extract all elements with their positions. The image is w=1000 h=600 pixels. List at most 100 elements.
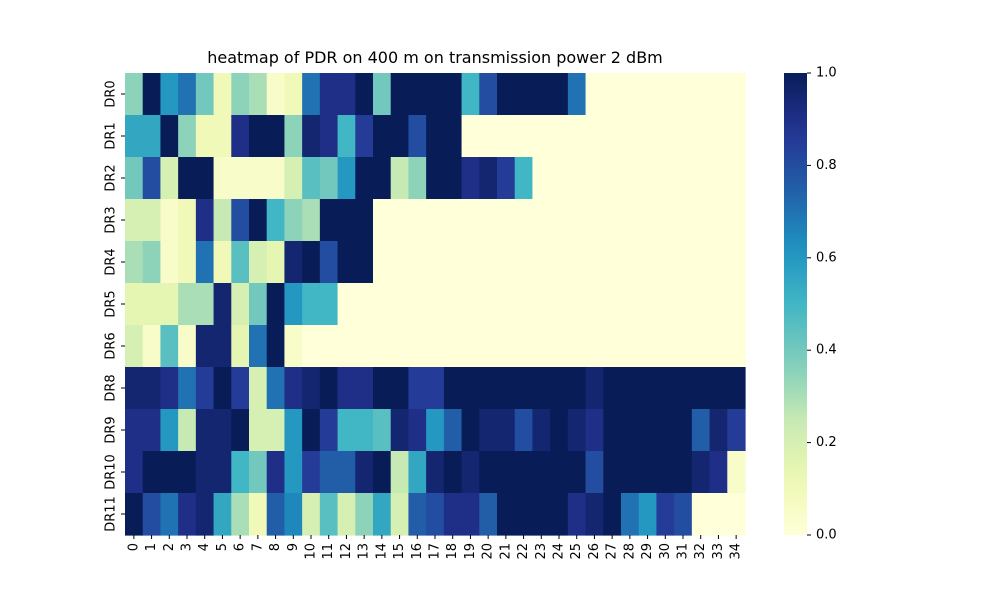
heatmap-cell bbox=[550, 283, 569, 326]
heatmap-cell bbox=[249, 325, 268, 368]
heatmap-cell bbox=[638, 73, 658, 116]
heatmap-cell bbox=[603, 325, 622, 368]
heatmap-cell bbox=[727, 241, 746, 284]
heatmap-cell bbox=[479, 367, 498, 410]
heatmap-cell bbox=[550, 241, 569, 284]
heatmap-cell bbox=[603, 115, 622, 158]
heatmap-cell bbox=[178, 157, 197, 200]
heatmap-cell bbox=[443, 73, 463, 116]
heatmap-cell bbox=[142, 451, 162, 494]
heatmap-cell bbox=[479, 73, 498, 116]
heatmap-cell bbox=[479, 241, 498, 284]
heatmap-cell bbox=[603, 409, 622, 452]
heatmap-cell bbox=[160, 241, 179, 284]
heatmap-cell bbox=[373, 493, 392, 536]
heatmap-cell bbox=[709, 325, 728, 368]
heatmap-cell bbox=[142, 73, 162, 116]
heatmap-cell bbox=[337, 409, 356, 452]
heatmap-cell bbox=[160, 451, 179, 494]
heatmap-cell bbox=[691, 115, 711, 158]
heatmap-cell bbox=[621, 283, 640, 326]
x-tick-label: 24 bbox=[552, 543, 567, 560]
heatmap-cell bbox=[266, 199, 286, 242]
heatmap-cell bbox=[390, 493, 410, 536]
heatmap-cell bbox=[160, 157, 179, 200]
heatmap-cell bbox=[621, 157, 640, 200]
heatmap-cell bbox=[426, 241, 445, 284]
heatmap-cell bbox=[373, 157, 392, 200]
heatmap-cell bbox=[373, 115, 392, 158]
heatmap-cell bbox=[319, 283, 339, 326]
heatmap-cell bbox=[195, 241, 215, 284]
heatmap-cell bbox=[125, 451, 144, 494]
heatmap-cell bbox=[691, 199, 711, 242]
heatmap-cell bbox=[302, 241, 321, 284]
heatmap-cell bbox=[497, 493, 516, 536]
heatmap-cell bbox=[337, 325, 356, 368]
heatmap-cell bbox=[497, 73, 516, 116]
heatmap-cell bbox=[160, 367, 179, 410]
x-tick-label: 33 bbox=[711, 543, 726, 560]
x-tick-label: 22 bbox=[516, 543, 531, 560]
heatmap-cell bbox=[638, 451, 658, 494]
colorbar-tick-label: 0.2 bbox=[816, 435, 837, 450]
x-tick-label: 17 bbox=[428, 543, 443, 560]
heatmap-cell bbox=[142, 241, 162, 284]
heatmap-cell bbox=[178, 283, 197, 326]
heatmap-cell bbox=[231, 367, 250, 410]
heatmap-cell bbox=[195, 493, 215, 536]
heatmap-cell bbox=[142, 157, 162, 200]
x-tick-label: 3 bbox=[180, 543, 195, 551]
heatmap-cell bbox=[567, 241, 587, 284]
heatmap-cell bbox=[479, 115, 498, 158]
heatmap-cell bbox=[656, 157, 675, 200]
heatmap-cell bbox=[213, 283, 232, 326]
heatmap-cell bbox=[656, 409, 675, 452]
colorbar-tick-label: 0.4 bbox=[816, 343, 837, 358]
heatmap-cell bbox=[550, 73, 569, 116]
heatmap-cell bbox=[621, 241, 640, 284]
heatmap-cell bbox=[691, 325, 711, 368]
heatmap-cell bbox=[160, 493, 179, 536]
heatmap-cell bbox=[550, 157, 569, 200]
heatmap-cell bbox=[621, 409, 640, 452]
heatmap-cell bbox=[373, 199, 392, 242]
heatmap-cell bbox=[532, 493, 551, 536]
heatmap-cell bbox=[550, 199, 569, 242]
heatmap-cell bbox=[284, 73, 303, 116]
heatmap-cell bbox=[231, 241, 250, 284]
heatmap-cell bbox=[355, 115, 374, 158]
heatmap-cell bbox=[284, 157, 303, 200]
heatmap-cell bbox=[709, 241, 728, 284]
heatmap-cell bbox=[691, 73, 711, 116]
heatmap-cell bbox=[408, 409, 427, 452]
heatmap-cell bbox=[355, 157, 374, 200]
x-tick-label: 10 bbox=[304, 543, 319, 560]
heatmap-cell bbox=[603, 283, 622, 326]
x-tick-label: 28 bbox=[622, 543, 637, 560]
heatmap-cell bbox=[142, 325, 162, 368]
heatmap-cell bbox=[674, 157, 693, 200]
heatmap-cell bbox=[266, 367, 286, 410]
heatmap-cell bbox=[709, 283, 728, 326]
heatmap-cell bbox=[249, 157, 268, 200]
heatmap-cell bbox=[408, 493, 427, 536]
heatmap-cell bbox=[337, 283, 356, 326]
heatmap-cell bbox=[408, 115, 427, 158]
heatmap-cell bbox=[638, 241, 658, 284]
heatmap-cell bbox=[249, 493, 268, 536]
heatmap-cell bbox=[355, 199, 374, 242]
heatmap-cell bbox=[408, 199, 427, 242]
heatmap-cell bbox=[532, 157, 551, 200]
heatmap-cell bbox=[621, 367, 640, 410]
heatmap-cell bbox=[532, 283, 551, 326]
heatmap-cell bbox=[532, 241, 551, 284]
heatmap-cell bbox=[178, 73, 197, 116]
heatmap-cell bbox=[249, 199, 268, 242]
x-tick-label: 30 bbox=[658, 543, 673, 560]
heatmap-cell bbox=[125, 73, 144, 116]
heatmap-cell bbox=[497, 451, 516, 494]
heatmap-cell bbox=[213, 157, 232, 200]
heatmap-cell bbox=[373, 325, 392, 368]
heatmap-cell bbox=[284, 115, 303, 158]
